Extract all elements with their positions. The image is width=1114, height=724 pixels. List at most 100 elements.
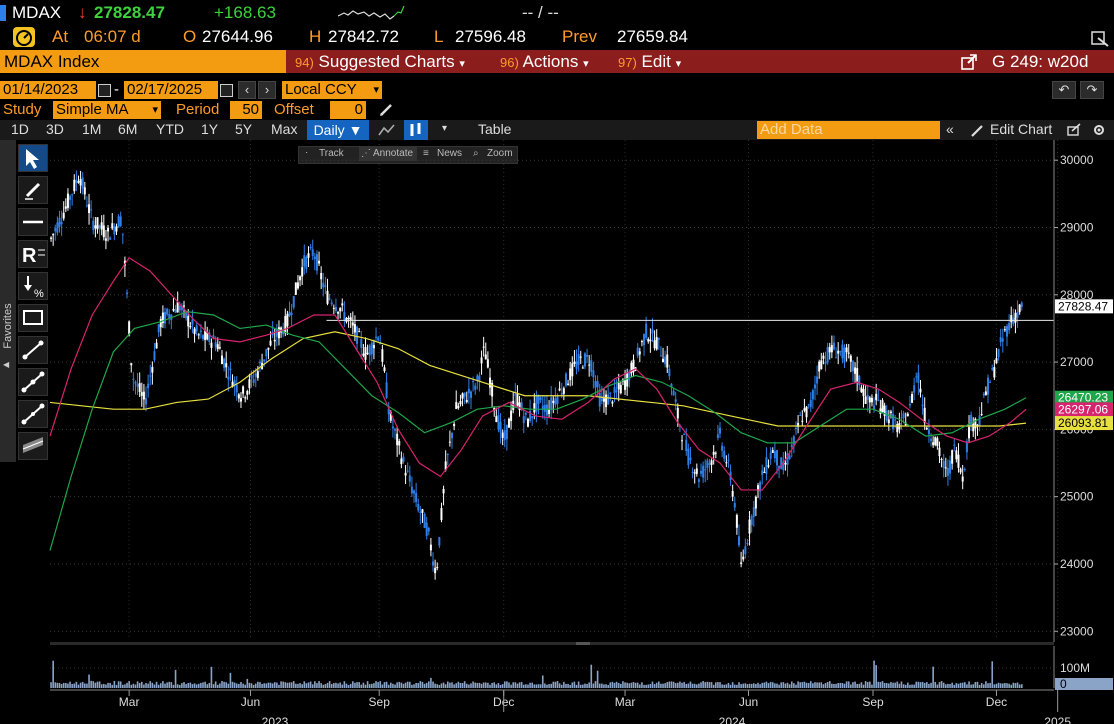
candle-body bbox=[756, 485, 759, 491]
end-date-input[interactable]: 02/17/2025 bbox=[124, 81, 218, 99]
volume-bar bbox=[94, 682, 97, 688]
period-1m[interactable]: 1M bbox=[82, 121, 102, 137]
calendar-icon[interactable] bbox=[220, 84, 233, 97]
volume-bar bbox=[805, 682, 808, 688]
line-chart-icon[interactable] bbox=[378, 123, 396, 137]
volume-bar bbox=[782, 682, 785, 688]
period-max[interactable]: Max bbox=[271, 121, 298, 137]
fib-tool[interactable]: % bbox=[18, 272, 48, 300]
volume-bar bbox=[472, 681, 474, 688]
volume-bar bbox=[100, 684, 103, 688]
candle-body bbox=[427, 527, 430, 532]
volume-bar bbox=[320, 683, 322, 688]
study-select[interactable]: Simple MA ▾ bbox=[53, 101, 161, 119]
prev-range-button[interactable]: ‹ bbox=[238, 81, 256, 99]
favorites-sidebar[interactable]: Favorites ◀ bbox=[0, 140, 16, 462]
add-data-input[interactable]: Add Data bbox=[757, 121, 940, 139]
period-3d[interactable]: 3D bbox=[46, 121, 64, 137]
multi-trendline-tool[interactable] bbox=[18, 368, 48, 396]
edit-chart-button[interactable]: Edit Chart bbox=[990, 121, 1053, 137]
candle-body bbox=[799, 415, 802, 417]
volume-bar bbox=[586, 683, 588, 688]
collapse-icon[interactable]: « bbox=[946, 121, 954, 137]
candle-body bbox=[811, 390, 814, 400]
offset-input[interactable]: 0 bbox=[330, 101, 366, 119]
currency-select[interactable]: Local CCY ▾ bbox=[282, 81, 382, 99]
pencil-icon[interactable] bbox=[378, 102, 394, 118]
candle-body bbox=[383, 367, 386, 372]
period-1d[interactable]: 1D bbox=[11, 121, 29, 137]
candle-body bbox=[1020, 302, 1023, 307]
candle-body bbox=[166, 308, 169, 315]
volume-bar bbox=[664, 683, 666, 688]
trendline-tool[interactable] bbox=[18, 336, 48, 364]
volume-bar bbox=[415, 682, 417, 688]
period-ytd[interactable]: YTD bbox=[156, 121, 184, 137]
calendar-icon[interactable] bbox=[98, 84, 111, 97]
candle-body bbox=[273, 339, 276, 342]
candle-body bbox=[347, 317, 350, 319]
candle-body bbox=[501, 432, 504, 438]
candle-body bbox=[96, 217, 99, 230]
candle-body bbox=[229, 368, 232, 371]
start-date-input[interactable]: 01/14/2023 bbox=[0, 81, 96, 99]
candle-body bbox=[957, 454, 960, 468]
candle-body bbox=[138, 383, 141, 392]
edit-pencil-icon[interactable] bbox=[970, 124, 984, 138]
candle-body bbox=[77, 181, 80, 183]
period-1y[interactable]: 1Y bbox=[201, 121, 219, 137]
table-button[interactable]: Table bbox=[478, 121, 512, 137]
ticker-symbol[interactable]: MDAX bbox=[12, 3, 62, 22]
hline-tool[interactable] bbox=[18, 208, 48, 236]
actions-menu[interactable]: 96) Actions ▾ bbox=[500, 50, 610, 73]
candle-body bbox=[71, 194, 74, 196]
popout-icon[interactable] bbox=[1090, 28, 1110, 48]
draw-tool[interactable] bbox=[18, 176, 48, 204]
suggested-charts-menu[interactable]: 94) Suggested Charts ▾ bbox=[295, 50, 493, 73]
volume-bar bbox=[244, 684, 246, 688]
candle-chart-icon[interactable] bbox=[404, 120, 428, 140]
edit-menu[interactable]: 97) Edit ▾ bbox=[618, 50, 698, 73]
mini-track[interactable]: Track bbox=[319, 148, 344, 159]
mini-zoom[interactable]: Zoom bbox=[487, 148, 513, 159]
volume-bar bbox=[88, 674, 90, 688]
frequency-select[interactable]: Daily ▼ bbox=[307, 120, 369, 140]
candle-body bbox=[256, 371, 259, 378]
gear-icon[interactable] bbox=[1092, 123, 1106, 137]
candle-body bbox=[83, 187, 86, 195]
candle-body bbox=[187, 316, 190, 327]
export-icon[interactable] bbox=[960, 53, 978, 71]
next-range-button[interactable]: › bbox=[258, 81, 276, 99]
volume-bar bbox=[809, 681, 812, 688]
menu-num-actions: 96) bbox=[500, 55, 519, 70]
price-chart[interactable]: 3000029000280002700026000250002400023000… bbox=[0, 140, 1114, 724]
period-5y[interactable]: 5Y bbox=[235, 121, 253, 137]
period-6m[interactable]: 6M bbox=[118, 121, 138, 137]
channel-tool[interactable] bbox=[18, 400, 48, 428]
volume-bar bbox=[333, 683, 335, 688]
volume-bar bbox=[341, 684, 344, 688]
rectangle-tool[interactable] bbox=[18, 304, 48, 332]
redo-button[interactable]: ↷ bbox=[1080, 81, 1104, 99]
volume-bar bbox=[672, 681, 675, 688]
candle-body bbox=[630, 362, 633, 374]
text-tool[interactable]: R bbox=[18, 240, 48, 268]
volume-bar bbox=[223, 681, 225, 688]
volume-bar bbox=[103, 684, 105, 688]
volume-bar bbox=[824, 683, 827, 688]
cursor-tool[interactable] bbox=[18, 144, 48, 172]
mini-annotate[interactable]: Annotate bbox=[373, 148, 414, 159]
security-name[interactable]: MDAX Index bbox=[0, 50, 286, 73]
pattern-tool[interactable] bbox=[18, 432, 48, 460]
chevron-down-icon[interactable]: ▾ bbox=[442, 123, 448, 134]
candle-body bbox=[100, 222, 103, 230]
settings-icon[interactable] bbox=[1066, 123, 1082, 137]
clock-icon[interactable] bbox=[13, 27, 35, 47]
candle-body bbox=[218, 347, 221, 349]
period-input[interactable]: 50 bbox=[230, 101, 262, 119]
candle-body bbox=[288, 311, 291, 316]
volume-bar bbox=[170, 682, 173, 688]
undo-button[interactable]: ↶ bbox=[1052, 81, 1076, 99]
volume-bar bbox=[653, 684, 656, 688]
mini-news[interactable]: News bbox=[437, 148, 463, 159]
